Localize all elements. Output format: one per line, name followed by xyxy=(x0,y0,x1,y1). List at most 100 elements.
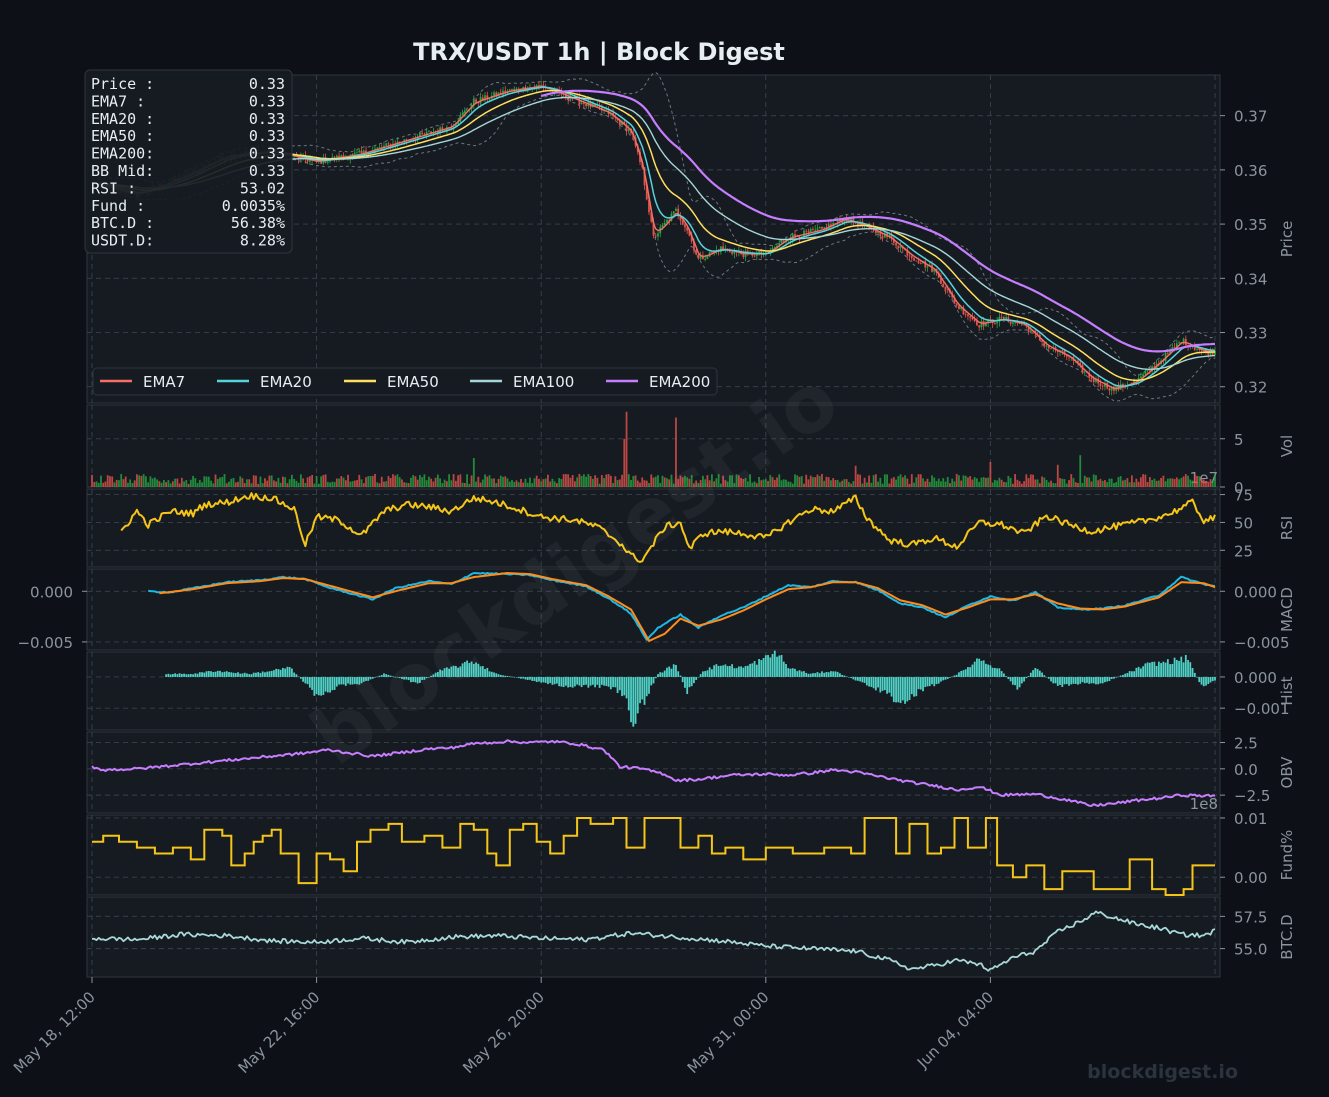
hist-bar xyxy=(645,676,648,697)
hist-bar xyxy=(335,676,338,687)
hist-bar xyxy=(358,676,361,685)
volume-bar xyxy=(556,483,558,487)
volume-bar xyxy=(675,417,677,487)
volume-bar xyxy=(697,482,700,487)
hist-bar xyxy=(710,669,713,677)
hist-bar xyxy=(290,668,293,677)
hist-bar xyxy=(877,676,879,688)
volume-bar xyxy=(223,474,226,487)
candle-body xyxy=(812,229,814,230)
volume-bar xyxy=(769,475,772,487)
hist-bar xyxy=(376,676,379,678)
hist-bar xyxy=(1162,661,1165,677)
hist-bar xyxy=(845,676,848,677)
volume-bar xyxy=(430,478,433,487)
candle-body xyxy=(677,208,680,217)
volume-bar xyxy=(407,483,410,487)
hist-bar xyxy=(1050,676,1052,682)
panel-rsi: 25 50 75 RSI xyxy=(86,487,1296,568)
candle-body xyxy=(746,250,749,252)
volume-bar xyxy=(542,479,545,487)
hist-bar xyxy=(1187,660,1189,677)
volume-bar xyxy=(255,475,257,487)
candle-body xyxy=(834,223,837,224)
volume-bar xyxy=(755,483,758,487)
hist-bar xyxy=(773,650,776,677)
volume-bar xyxy=(652,477,655,487)
candle-body xyxy=(998,316,1001,322)
volume-bar xyxy=(594,475,597,487)
hist-bar xyxy=(632,676,635,727)
hist-bar xyxy=(627,676,630,711)
hist-bar xyxy=(895,676,897,703)
hist-bar xyxy=(805,672,808,677)
volume-bar xyxy=(299,474,302,487)
candle-body xyxy=(809,229,812,233)
hist-bar xyxy=(311,676,314,690)
hist-bar xyxy=(495,673,498,677)
info-label: RSI : xyxy=(91,179,136,197)
info-value: 0.33 xyxy=(249,92,285,110)
hist-bar xyxy=(924,676,927,688)
hist-bar xyxy=(225,671,228,677)
hist-bar xyxy=(196,673,199,677)
panel-btcd: 57.5 55.0 BTC.D xyxy=(86,896,1296,978)
candle-body xyxy=(320,160,322,164)
volume-bar xyxy=(91,474,93,487)
hist-bar xyxy=(764,655,767,677)
hist-bar xyxy=(394,676,397,678)
hist-bar xyxy=(553,676,556,685)
candle-body xyxy=(1135,380,1138,382)
hist-bar xyxy=(1180,656,1183,677)
y-tick-label-left: −0.005 xyxy=(17,634,73,652)
hist-bar xyxy=(1209,676,1212,683)
candle-body xyxy=(1142,374,1145,377)
volume-bar xyxy=(1209,479,1212,487)
volume-bar xyxy=(526,482,529,487)
volume-bar xyxy=(1011,483,1014,487)
volume-bar xyxy=(475,481,477,487)
candle-body xyxy=(776,245,778,248)
hist-bar xyxy=(517,676,520,679)
candle-body xyxy=(430,131,433,134)
hist-bar xyxy=(636,676,639,714)
info-value: 0.33 xyxy=(249,75,285,93)
volume-bar xyxy=(1007,475,1010,487)
candle-body xyxy=(695,250,698,255)
volume-bar xyxy=(951,478,954,487)
hist-bar xyxy=(717,665,720,677)
volume-bar xyxy=(818,476,821,487)
hist-bar xyxy=(809,673,812,677)
volume-bar xyxy=(580,475,583,487)
candle-body xyxy=(308,159,311,162)
candle-body xyxy=(993,323,996,324)
hist-bar xyxy=(812,673,814,677)
hist-bar xyxy=(899,676,902,704)
hist-bar xyxy=(883,676,886,691)
candle-body xyxy=(690,235,693,242)
hist-bar xyxy=(1014,676,1017,686)
hist-bar xyxy=(856,676,859,681)
y-tick-label: 0.35 xyxy=(1234,216,1267,234)
candle-body xyxy=(621,121,623,126)
volume-bar xyxy=(1151,479,1154,487)
volume-bar xyxy=(331,481,334,487)
volume-bar xyxy=(573,481,576,487)
hist-bar xyxy=(1016,676,1019,690)
candle-body xyxy=(1193,346,1196,350)
panel-fund-frame xyxy=(86,814,1221,896)
volume-bar xyxy=(1191,480,1194,487)
volume-bar xyxy=(623,438,626,487)
hist-bar xyxy=(942,676,945,681)
hist-bar xyxy=(1130,671,1133,677)
candle-body xyxy=(618,120,621,126)
info-label: Fund : xyxy=(91,197,145,215)
hist-bar xyxy=(234,673,237,677)
hist-bar xyxy=(980,660,983,677)
hist-bar xyxy=(850,676,853,679)
volume-bar xyxy=(935,481,938,487)
volume-bar xyxy=(1027,478,1030,487)
candle-body xyxy=(374,148,376,151)
volume-bar xyxy=(396,474,399,487)
candle-body xyxy=(899,246,902,248)
